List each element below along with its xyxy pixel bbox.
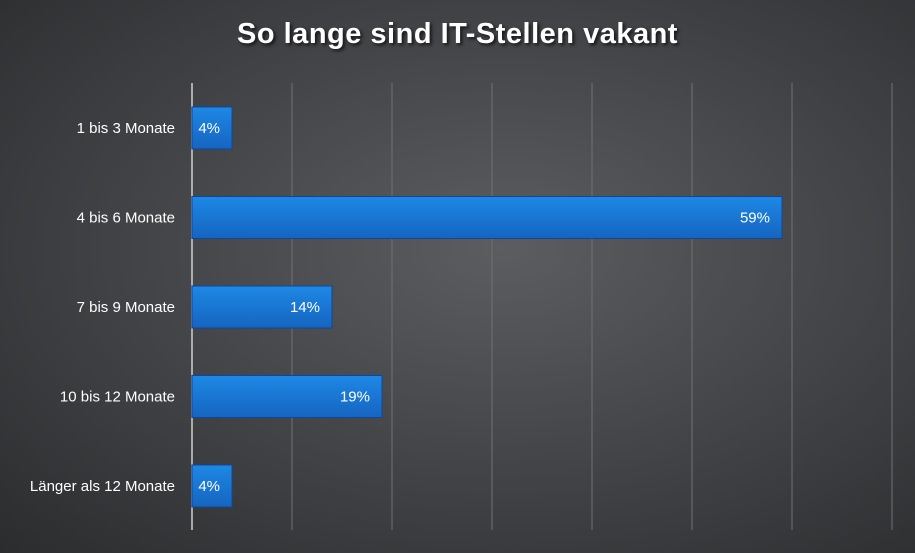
category-label: Länger als 12 Monate	[30, 478, 175, 495]
bar-value-label: 14%	[290, 299, 320, 316]
category-label: 7 bis 9 Monate	[77, 299, 175, 316]
category-labels: 1 bis 3 Monate 4 bis 6 Monate 7 bis 9 Mona…	[30, 120, 175, 495]
bar-value-label: 59%	[740, 210, 770, 227]
chart-title: So lange sind IT-Stellen vakant	[237, 18, 678, 50]
bar	[191, 464, 233, 508]
category-label: 10 bis 12 Monate	[60, 389, 175, 406]
bar	[191, 375, 383, 418]
category-label: 1 bis 3 Monate	[77, 120, 175, 137]
bar	[191, 285, 333, 329]
bar-value-label: 4%	[198, 120, 220, 137]
category-label: 4 bis 6 Monate	[77, 210, 175, 227]
bar	[191, 106, 233, 150]
gridlines	[291, 83, 893, 530]
bar-value-label: 19%	[340, 389, 370, 406]
bars: 4% 59% 14% 19% 4%	[191, 106, 783, 508]
bar	[191, 196, 783, 239]
bar-value-label: 4%	[198, 478, 220, 495]
